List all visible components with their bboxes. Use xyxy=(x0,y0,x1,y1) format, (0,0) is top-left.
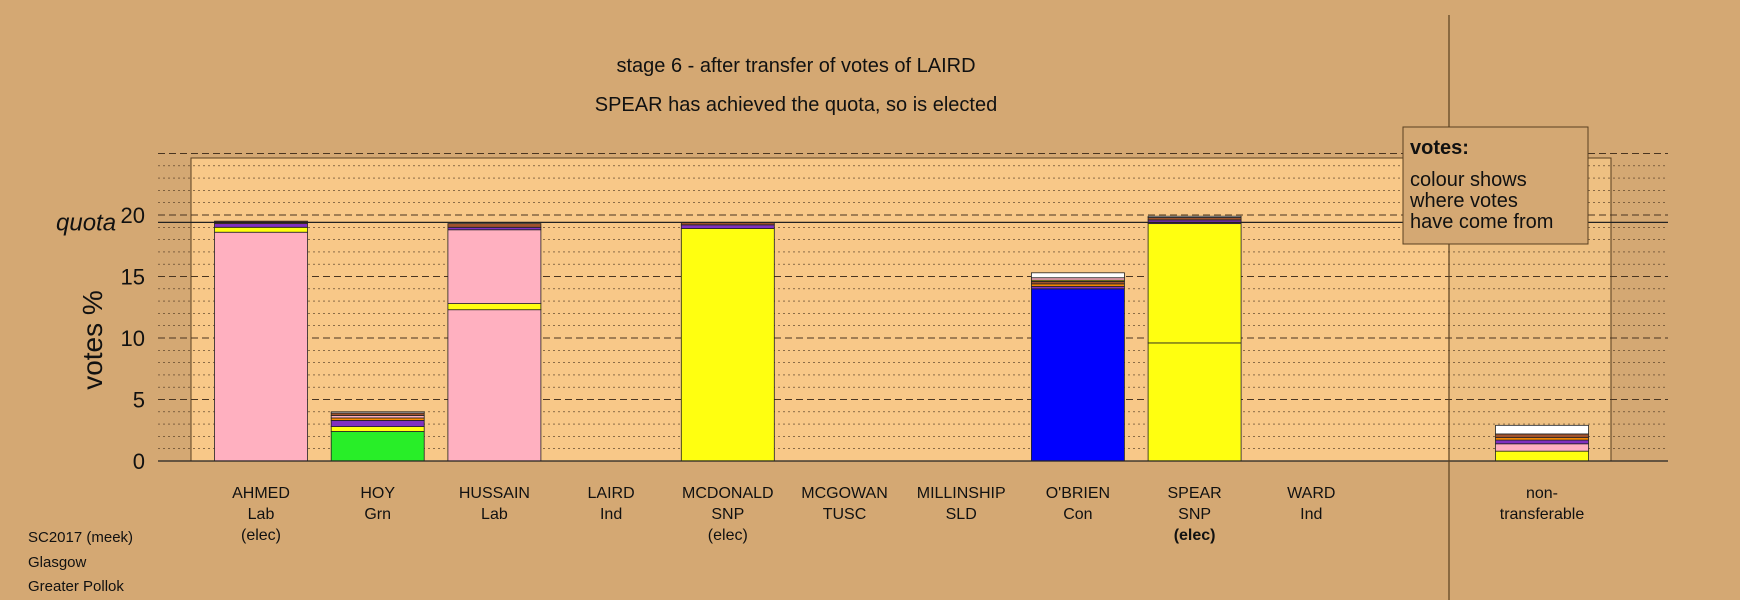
bars xyxy=(214,215,1589,462)
candidate-name-spear: SPEAR xyxy=(1167,485,1221,502)
candidate-party-hoy: Grn xyxy=(364,506,391,523)
bar-ahmed-segment-lab xyxy=(214,231,308,462)
bar-spear-segment-other xyxy=(1147,215,1242,218)
footer-council: Glasgow xyxy=(28,554,87,571)
y-axis-label: votes % xyxy=(77,290,108,390)
bar-mcdonald-segment-ind xyxy=(680,224,775,229)
candidate-name-laird: LAIRD xyxy=(588,485,635,502)
non-transferable-label-1: non- xyxy=(1526,485,1558,502)
legend-line-2: where votes xyxy=(1409,190,1518,212)
candidate-party-mcdonald: SNP xyxy=(711,506,744,523)
candidate-name-ward: WARD xyxy=(1287,485,1335,502)
candidate-party-ahmed: Lab xyxy=(248,506,275,523)
bar-ahmed-segment-ind xyxy=(214,223,308,228)
y-tick-label: 15 xyxy=(121,265,145,290)
bar-non-transferable-segment-ind xyxy=(1495,439,1589,445)
candidate-name-hussain: HUSSAIN xyxy=(459,485,530,502)
y-tick-label: 5 xyxy=(133,388,145,413)
bar-spear-segment-ind xyxy=(1147,219,1242,225)
grid-lines xyxy=(158,153,1668,450)
chart-title: stage 6 - after transfer of votes of LAI… xyxy=(616,55,975,77)
bar-hussain-segment-brown xyxy=(447,223,542,228)
y-tick-label: 0 xyxy=(133,449,145,474)
candidate-status-spear: (elec) xyxy=(1174,527,1216,544)
bar-spear-segment-snp xyxy=(1147,342,1242,462)
quota-label: quota xyxy=(56,209,116,236)
candidate-party-spear: SNP xyxy=(1178,506,1211,523)
candidate-party-laird: Ind xyxy=(600,506,622,523)
candidate-party-mcgowan: TUSC xyxy=(823,506,867,523)
candidate-status-mcdonald: (elec) xyxy=(708,527,748,544)
bar-hussain-segment-snp xyxy=(447,303,542,311)
candidate-party-hussain: Lab xyxy=(481,506,508,523)
footer-ward: Greater Pollok xyxy=(28,578,124,595)
legend-line-3: have come from xyxy=(1410,211,1553,233)
candidate-name-mcdonald: MCDONALD xyxy=(682,485,774,502)
candidate-name-millinship: MILLINSHIP xyxy=(917,485,1006,502)
bar-hussain-segment-lab xyxy=(447,309,542,462)
bar-hoy-segment-other xyxy=(330,411,425,414)
y-tick-label: 20 xyxy=(121,203,145,228)
candidate-party-obrien: Con xyxy=(1063,506,1092,523)
bar-hoy-segment-snp xyxy=(330,426,425,432)
legend-title: votes: xyxy=(1410,137,1469,159)
bar-non-transferable-segment-lab xyxy=(1495,443,1589,452)
non-transferable-label-2: transferable xyxy=(1500,506,1585,523)
chart-subtitle: SPEAR has achieved the quota, so is elec… xyxy=(595,94,997,116)
candidate-name-ahmed: AHMED xyxy=(232,485,290,502)
legend-box xyxy=(1402,126,1589,245)
bar-non-transferable-segment-other xyxy=(1495,424,1589,435)
legend: votes: colour shows where votes have com… xyxy=(1402,126,1589,245)
plot-area xyxy=(190,157,1612,462)
bar-hussain-segment-lab xyxy=(447,229,542,304)
bar-spear-segment-snp xyxy=(1147,223,1242,344)
footer-source: SC2017 (meek) xyxy=(28,529,133,546)
bar-obrien-segment-con xyxy=(1031,288,1125,462)
bar-non-transferable-segment-brown xyxy=(1495,433,1589,439)
candidate-labels: AHMED Lab (elec) HOY Grn HUSSAIN Lab LAIRD Ind MC… xyxy=(232,485,1584,544)
bar-hoy-segment-grn xyxy=(330,431,425,462)
bar-ahmed-segment-snp xyxy=(214,226,308,233)
candidate-name-obrien: O'BRIEN xyxy=(1046,485,1110,502)
candidate-party-ward: Ind xyxy=(1300,506,1322,523)
y-tick-labels: 0 5 10 15 20 xyxy=(121,203,145,474)
candidate-party-millinship: SLD xyxy=(946,506,977,523)
bar-hoy-segment-ind xyxy=(330,420,425,427)
candidate-status-ahmed: (elec) xyxy=(241,527,281,544)
legend-line-1: colour shows xyxy=(1410,169,1527,191)
bar-mcdonald-segment-snp xyxy=(680,228,775,462)
bar-obrien-segment-other xyxy=(1031,272,1125,279)
candidate-name-mcgowan: MCGOWAN xyxy=(801,485,888,502)
y-tick-label: 10 xyxy=(121,326,145,351)
candidate-name-hoy: HOY xyxy=(360,485,395,502)
bar-non-transferable-segment-snp xyxy=(1495,450,1589,462)
